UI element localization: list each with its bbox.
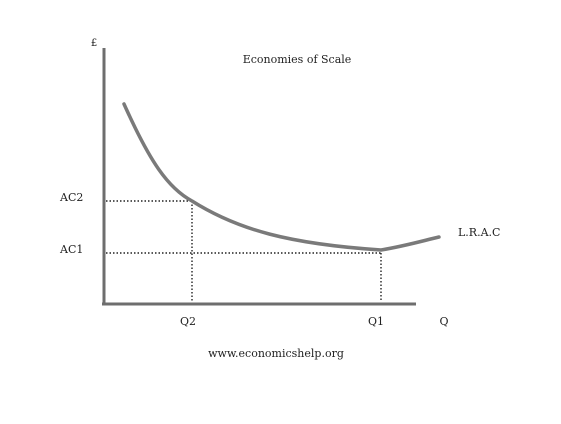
diagram-title: Economies of Scale [243, 53, 352, 66]
ac1-label: AC1 [59, 243, 83, 256]
q2-label: Q2 [180, 315, 196, 328]
y-axis-label: £ [91, 38, 97, 49]
lrac-label: L.R.A.C [458, 226, 500, 239]
q1-label: Q1 [368, 315, 384, 328]
ac2-label: AC2 [59, 191, 83, 204]
lrac-curve [122, 102, 441, 252]
x-axis-label: Q [439, 315, 448, 328]
source-url: www.economicshelp.org [208, 347, 344, 360]
